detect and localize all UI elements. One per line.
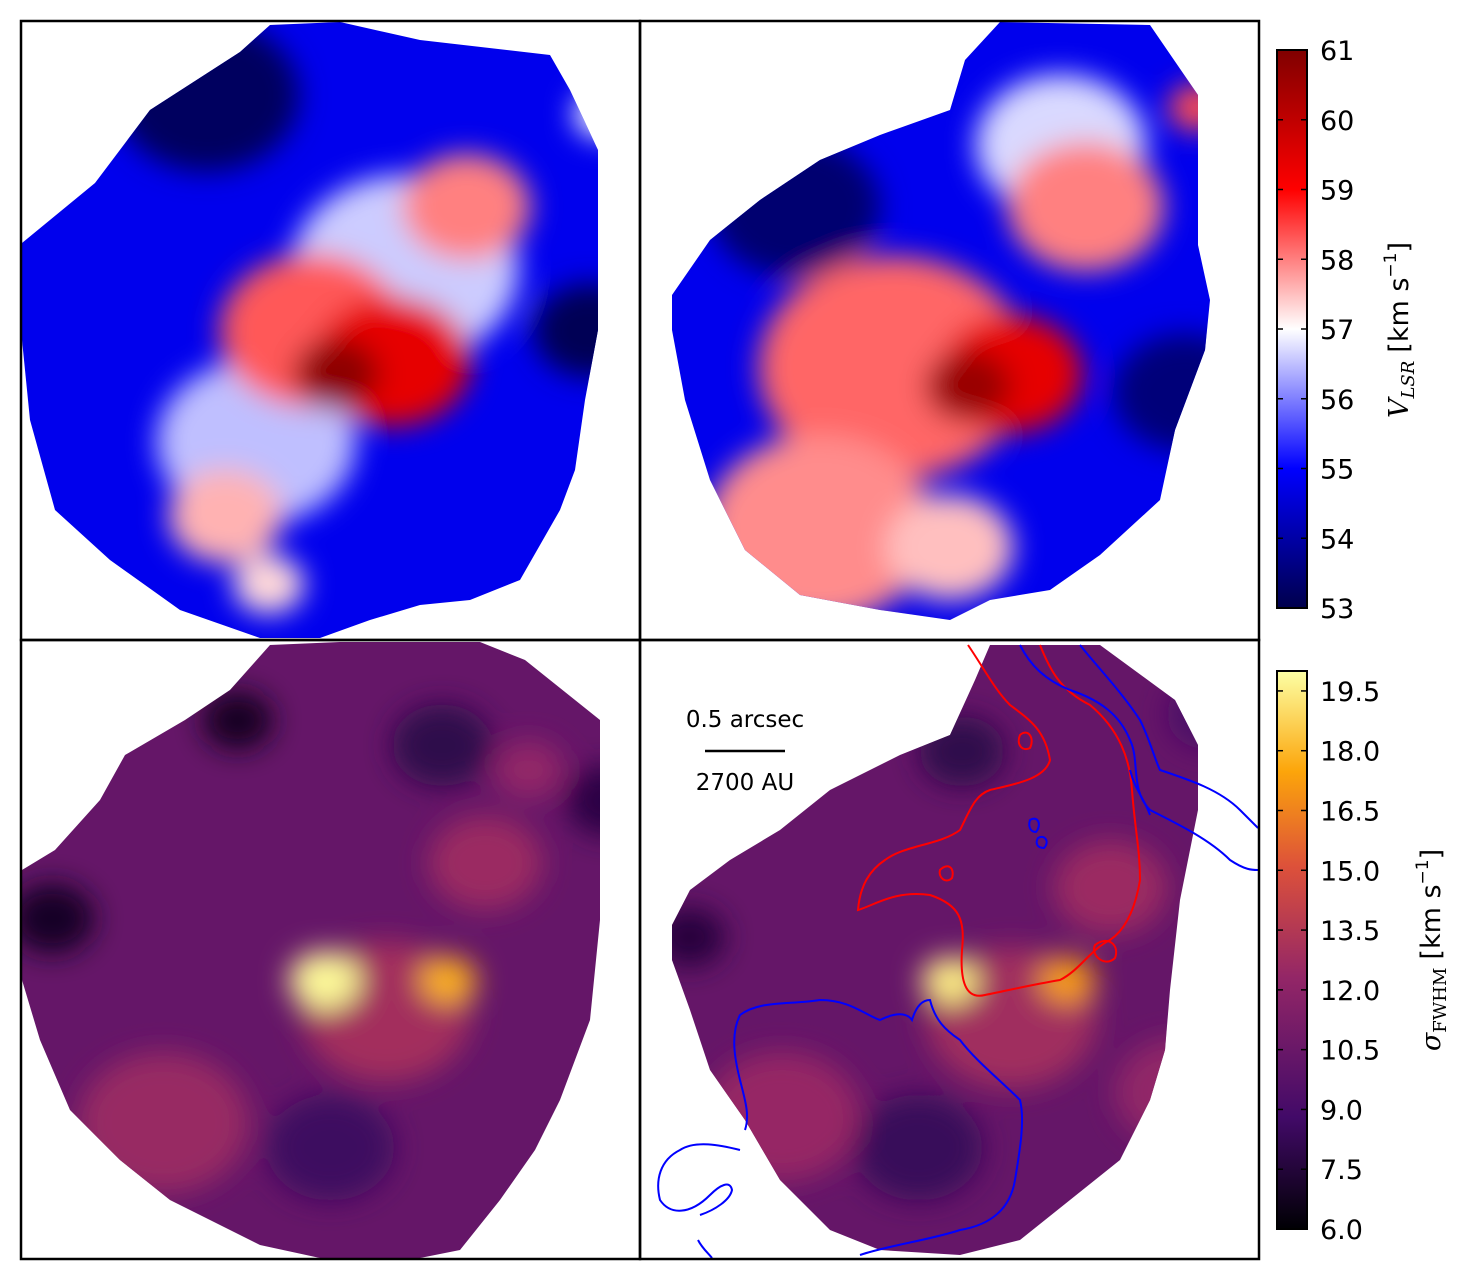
- map-feature: [709, 136, 881, 278]
- colorbar-dispersion-units: [km s: [1416, 884, 1447, 959]
- map-feature: [1038, 956, 1096, 1004]
- map-feature: [293, 338, 380, 410]
- colorbar-dispersion-ticks: 6.0 7.5 9.0 10.5 12.0 13.5 15.0 16.5 18.0 19.5: [1277, 677, 1380, 1246]
- colorbar-velocity-symbol: V: [1384, 396, 1415, 418]
- map-feature: [925, 350, 1011, 422]
- colorbar-tick-label: 59: [1320, 176, 1354, 207]
- map-feature: [202, 691, 274, 750]
- blue-contour: [657, 1143, 741, 1216]
- colorbar-velocity: 53 54 55 56 57 58 59 60 61 VLSR [km s−1]: [1276, 36, 1419, 625]
- scale-bar: 0.5 arcsec 2700 AU: [686, 707, 804, 796]
- map-feature: [266, 1094, 395, 1201]
- blue-contour: [1035, 836, 1048, 850]
- colorbar-velocity-close: ]: [1384, 242, 1415, 253]
- colorbar-velocity-ticks: 53 54 55 56 57 58 59 60 61: [1277, 36, 1354, 625]
- map-feature: [854, 1094, 983, 1201]
- colorbar-dispersion-symbol: σ: [1416, 1031, 1447, 1051]
- map-feature: [919, 716, 1005, 787]
- colorbar-tick-label: 57: [1320, 315, 1354, 346]
- colorbar-tick-label: 56: [1320, 385, 1354, 416]
- map-feature: [574, 90, 598, 138]
- map-feature: [672, 907, 726, 967]
- colorbar-tick-label: 55: [1320, 455, 1354, 486]
- red-contour: [938, 865, 954, 882]
- map-feature: [392, 704, 492, 787]
- map-feature: [233, 554, 305, 614]
- red-contour: [1093, 939, 1118, 963]
- colorbar-tick-label: 16.5: [1320, 797, 1380, 828]
- map-feature: [758, 255, 1030, 480]
- blue-contour: [733, 998, 1024, 1256]
- panel-top-left-velocity-map: [22, 22, 598, 638]
- blue-contour: [1019, 644, 1259, 871]
- colorbar-tick-label: 10.5: [1320, 1036, 1380, 1067]
- colorbar-dispersion-gradient: [1276, 670, 1308, 1230]
- blue-contour: [1079, 644, 1259, 829]
- panel-frames: [19, 19, 1261, 1261]
- map-feature: [402, 153, 531, 260]
- map-feature: [114, 22, 300, 172]
- colorbar-tick-label: 15.0: [1320, 856, 1380, 887]
- colorbar-dispersion-exponent: −1: [1413, 859, 1433, 884]
- map-feature: [1113, 333, 1210, 452]
- colorbar-tick-label: 13.5: [1320, 916, 1380, 947]
- red-contour: [856, 644, 1142, 997]
- map-feature: [288, 951, 360, 1010]
- map-feature: [22, 883, 95, 954]
- map-feature: [168, 469, 283, 564]
- map-feature: [885, 494, 1014, 601]
- colorbar-tick-label: 60: [1320, 106, 1354, 137]
- colorbar-tick-label: 19.5: [1320, 677, 1380, 708]
- red-contour: [1017, 731, 1033, 750]
- map-feature: [428, 815, 543, 910]
- map-feature: [566, 765, 600, 837]
- map-feature: [704, 1051, 861, 1182]
- colorbar-velocity-subscript: LSR: [1398, 361, 1419, 400]
- blue-contour: [1028, 817, 1040, 834]
- panel-bottom-left-dispersion-map: [22, 642, 600, 1258]
- map-feature: [1114, 1038, 1198, 1145]
- colorbar-tick-label: 6.0: [1320, 1215, 1363, 1246]
- map-blobs: [705, 74, 1210, 620]
- map-feature: [1007, 142, 1164, 272]
- colorbar-tick-label: 9.0: [1320, 1095, 1363, 1126]
- map-feature: [533, 283, 598, 378]
- colorbar-dispersion-close: ]: [1416, 849, 1447, 860]
- colorbar-tick-label: 54: [1320, 524, 1354, 555]
- colorbar-dispersion-label: σFWHM [km s−1]: [1413, 849, 1451, 1051]
- colorbar-velocity-units: [km s: [1384, 278, 1415, 353]
- map-feature: [419, 956, 477, 1004]
- contour-overlay: [657, 644, 1259, 1259]
- colorbar-tick-label: 58: [1320, 245, 1354, 276]
- colorbar-tick-label: 53: [1320, 594, 1354, 625]
- colorbar-tick-label: 61: [1320, 36, 1354, 67]
- colorbar-dispersion: 6.0 7.5 9.0 10.5 12.0 13.5 15.0 16.5 18.0 19.5 σF…: [1276, 670, 1451, 1246]
- map-feature: [1166, 678, 1198, 750]
- map-feature: [1053, 840, 1168, 935]
- scale-bar-arcsec-label: 0.5 arcsec: [686, 707, 804, 733]
- map-blobs: [114, 22, 598, 614]
- map-feature: [492, 740, 565, 800]
- panel-frame-bottom-right: [638, 638, 1261, 1261]
- scale-bar-au-label: 2700 AU: [696, 770, 794, 796]
- colorbar-tick-label: 7.5: [1320, 1155, 1363, 1186]
- map-feature: [921, 956, 978, 1004]
- colorbar-velocity-label: VLSR [km s−1]: [1381, 242, 1419, 418]
- colorbar-tick-label: 18.0: [1320, 737, 1380, 768]
- colorbar-tick-label: 12.0: [1320, 976, 1380, 1007]
- panel-top-right-velocity-map: [672, 22, 1210, 620]
- map-feature: [1168, 84, 1210, 132]
- blue-contour: [697, 1239, 713, 1259]
- colorbar-dispersion-subscript: FWHM: [1430, 968, 1451, 1033]
- map-feature: [77, 1052, 249, 1194]
- colorbar-velocity-exponent: −1: [1381, 253, 1401, 278]
- map-blobs: [22, 691, 600, 1201]
- blue-contour: [1129, 769, 1151, 816]
